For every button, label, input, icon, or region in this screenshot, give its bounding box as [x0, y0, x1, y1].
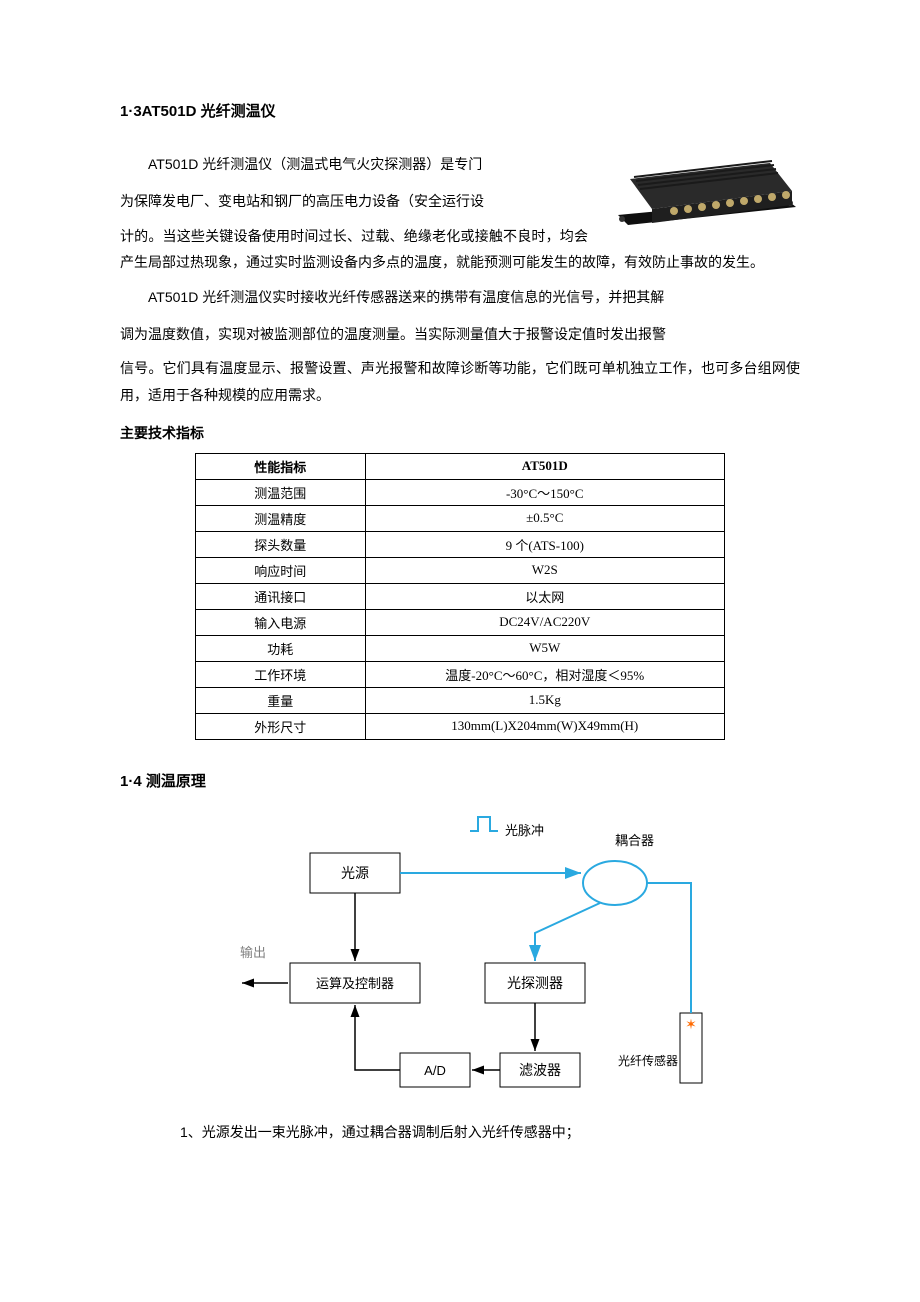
spec-heading: 主要技术指标 — [120, 423, 800, 443]
label-output: 输出 — [240, 945, 266, 960]
table-row: 探头数量9 个(ATS-100) — [196, 531, 725, 557]
node-ad: A/D — [424, 1063, 446, 1078]
node-controller: 运算及控制器 — [316, 976, 394, 991]
table-row: 工作环境温度-20°C～60°C，相对湿度＜95% — [196, 661, 725, 687]
spec-col1-header: 性能指标 — [196, 453, 366, 479]
section-1-4-title: 1·4 测温原理 — [120, 770, 800, 791]
label-pulse: 光脉冲 — [505, 823, 544, 838]
table-row: 重量1.5Kg — [196, 687, 725, 713]
table-row: 测温精度±0.5°C — [196, 505, 725, 531]
section-1-3-title: 1·3AT501D 光纤测温仪 — [120, 100, 800, 121]
table-row: 输入电源DC24V/AC220V — [196, 609, 725, 635]
spec-col2-header: AT501D — [365, 453, 724, 479]
node-source: 光源 — [341, 865, 369, 881]
coupler-icon — [583, 861, 647, 905]
table-row: 功耗W5W — [196, 635, 725, 661]
table-row: 通讯接口以太网 — [196, 583, 725, 609]
node-filter: 滤波器 — [519, 1062, 561, 1078]
node-detector: 光探测器 — [507, 975, 563, 991]
sensor-star-icon: ✶ — [685, 1016, 697, 1032]
label-sensor: 光纤传感器 — [618, 1053, 678, 1068]
section1-para2a: AT501D 光纤测温仪实时接收光纤传感器送来的携带有温度信息的光信号，并把其解 — [120, 282, 800, 313]
table-row: 响应时间W2S — [196, 557, 725, 583]
table-row: 外形尺寸130mm(L)X204mm(W)X49mm(H) — [196, 713, 725, 739]
section1-para1c: 计的。当这些关键设备使用时间过长、过载、绝缘老化或接触不良时，均会产生局部过热现… — [120, 223, 800, 276]
product-photo — [600, 149, 800, 229]
diagram-caption: 1、光源发出一束光脉冲，通过耦合器调制后射入光纤传感器中； — [180, 1122, 800, 1142]
section1-para2b: 调为温度数值，实现对被监测部位的温度测量。当实际测量值大于报警设定值时发出报警 — [120, 319, 800, 350]
section1-para2c: 信号。它们具有温度显示、报警设置、声光报警和故障诊断等功能，它们既可单机独立工作… — [120, 355, 800, 408]
label-coupler: 耦合器 — [615, 833, 654, 848]
principle-diagram: 光脉冲 耦合器 光源 运算及控制器 光探测器 A/D 滤波器 ✶ 光纤传感器 — [200, 803, 720, 1108]
spec-table: 性能指标 AT501D 测温范围-30°C～150°C 测温精度±0.5°C 探… — [195, 453, 725, 740]
table-row: 测温范围-30°C～150°C — [196, 479, 725, 505]
